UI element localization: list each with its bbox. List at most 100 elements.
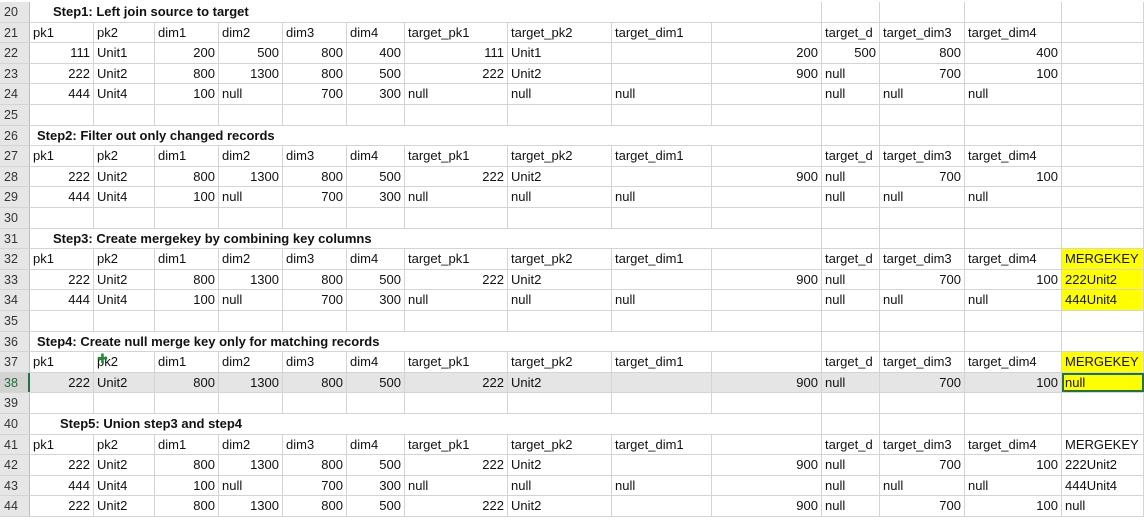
grid-cell[interactable]: Unit4	[94, 475, 155, 496]
grid-cell[interactable]: Unit2	[508, 496, 612, 516]
grid-cell[interactable]: null	[822, 269, 880, 290]
row-number[interactable]: 24	[0, 84, 30, 104]
grid-cell[interactable]: target_dim3	[880, 22, 965, 43]
grid-cell[interactable]: 100	[155, 290, 219, 310]
grid-cell[interactable]: null	[822, 475, 880, 496]
grid-cell[interactable]: pk2	[94, 22, 155, 43]
grid-cell[interactable]: target_dim3	[880, 352, 965, 372]
empty-cell[interactable]	[965, 208, 1062, 228]
empty-cell[interactable]	[1062, 311, 1144, 331]
grid-cell[interactable]: 222Unit2	[1062, 269, 1144, 290]
row-number[interactable]: 44	[0, 496, 30, 516]
grid-cell[interactable]: 100	[965, 455, 1062, 475]
grid-cell[interactable]: pk2	[94, 352, 155, 372]
row-number[interactable]: 25	[0, 105, 30, 125]
grid-cell[interactable]: target_dim3	[880, 146, 965, 166]
empty-cell[interactable]	[822, 105, 880, 125]
grid-cell[interactable]: null	[1062, 372, 1144, 393]
grid-cell[interactable]: null	[822, 496, 880, 516]
empty-cell[interactable]	[1062, 393, 1144, 413]
empty-cell[interactable]	[822, 208, 880, 228]
grid-cell[interactable]: 800	[283, 372, 347, 393]
grid-cell[interactable]: pk2	[94, 146, 155, 166]
empty-cell[interactable]	[405, 105, 508, 125]
grid-cell[interactable]: target_d	[822, 434, 880, 455]
empty-cell[interactable]	[94, 208, 155, 228]
grid-cell[interactable]: null	[880, 290, 965, 310]
empty-cell[interactable]	[94, 393, 155, 413]
grid-cell[interactable]: 100	[965, 372, 1062, 393]
row-number[interactable]: 22	[0, 43, 30, 63]
row-number[interactable]: 35	[0, 311, 30, 331]
grid-cell[interactable]: MERGEKEY	[1062, 434, 1144, 455]
empty-cell[interactable]	[712, 311, 822, 331]
sheet-row-20[interactable]: 20 Step1: Left join source to target	[0, 2, 1144, 23]
grid-cell[interactable]: Unit4	[94, 187, 155, 207]
empty-cell[interactable]	[712, 434, 822, 455]
grid-cell[interactable]: 100	[965, 496, 1062, 516]
grid-cell[interactable]: Unit2	[94, 496, 155, 516]
grid-cell[interactable]: 300	[347, 187, 405, 207]
empty-cell[interactable]	[712, 475, 822, 496]
grid-cell[interactable]: null	[822, 372, 880, 393]
grid-cell[interactable]: target_d	[822, 352, 880, 372]
empty-cell[interactable]	[822, 2, 880, 22]
empty-cell[interactable]	[405, 393, 508, 413]
row-number[interactable]: 23	[0, 63, 30, 84]
grid-cell[interactable]: null	[965, 475, 1062, 496]
grid-cell[interactable]: 1300	[219, 63, 283, 84]
empty-cell[interactable]	[347, 208, 405, 228]
grid-cell[interactable]: 900	[712, 166, 822, 187]
row-number[interactable]: 21	[0, 22, 30, 43]
empty-cell[interactable]	[1062, 187, 1144, 207]
sheet-row-39[interactable]: 39	[0, 393, 1144, 414]
grid-cell[interactable]: MERGEKEY	[1062, 352, 1144, 372]
grid-cell[interactable]: 900	[712, 372, 822, 393]
grid-cell[interactable]: 100	[155, 187, 219, 207]
grid-cell[interactable]: MERGEKEY	[1062, 249, 1144, 269]
grid-cell[interactable]: 700	[880, 166, 965, 187]
grid-cell[interactable]: Unit2	[94, 63, 155, 84]
grid-cell[interactable]: 444	[30, 84, 94, 104]
grid-cell[interactable]: dim2	[219, 22, 283, 43]
grid-cell[interactable]: pk2	[94, 249, 155, 269]
grid-cell[interactable]: null	[822, 187, 880, 207]
grid-cell[interactable]: 800	[283, 269, 347, 290]
empty-cell[interactable]	[712, 208, 822, 228]
empty-cell[interactable]	[347, 311, 405, 331]
grid-cell[interactable]: dim3	[283, 146, 347, 166]
grid-cell[interactable]: pk1	[30, 22, 94, 43]
grid-cell[interactable]: dim3	[283, 352, 347, 372]
grid-cell[interactable]: dim3	[283, 434, 347, 455]
row-number[interactable]: 40	[0, 414, 30, 434]
grid-cell[interactable]: 500	[347, 63, 405, 84]
grid-cell[interactable]: 700	[283, 290, 347, 310]
grid-cell[interactable]: Unit2	[508, 455, 612, 475]
grid-cell[interactable]: 900	[712, 63, 822, 84]
grid-cell[interactable]: 800	[880, 43, 965, 63]
grid-cell[interactable]: 444Unit4	[1062, 290, 1144, 310]
grid-cell[interactable]: 500	[347, 496, 405, 516]
sheet-row-37[interactable]: 37 pk1 pk2 dim1 dim2 dim3 dim4 target_pk1 target…	[0, 352, 1144, 373]
row-number[interactable]: 42	[0, 455, 30, 475]
grid-cell[interactable]: Unit2	[94, 455, 155, 475]
grid-cell[interactable]: 800	[155, 269, 219, 290]
empty-cell[interactable]	[1062, 228, 1144, 249]
grid-cell[interactable]: 700	[880, 269, 965, 290]
grid-cell[interactable]: dim4	[347, 434, 405, 455]
empty-cell[interactable]	[612, 208, 712, 228]
grid-cell[interactable]: dim4	[347, 249, 405, 269]
grid-cell[interactable]: target_pk2	[508, 249, 612, 269]
empty-cell[interactable]	[880, 393, 965, 413]
grid-cell[interactable]: Unit1	[508, 43, 612, 63]
sheet-row-30[interactable]: 30	[0, 208, 1144, 229]
grid-cell[interactable]: null	[508, 187, 612, 207]
empty-cell[interactable]	[1062, 166, 1144, 187]
empty-cell[interactable]	[965, 331, 1062, 352]
empty-cell[interactable]	[347, 393, 405, 413]
grid-cell[interactable]: dim2	[219, 352, 283, 372]
grid-cell[interactable]: 222	[405, 166, 508, 187]
grid-cell[interactable]: null	[508, 290, 612, 310]
empty-cell[interactable]	[30, 208, 94, 228]
grid-cell[interactable]: target_pk1	[405, 22, 508, 43]
